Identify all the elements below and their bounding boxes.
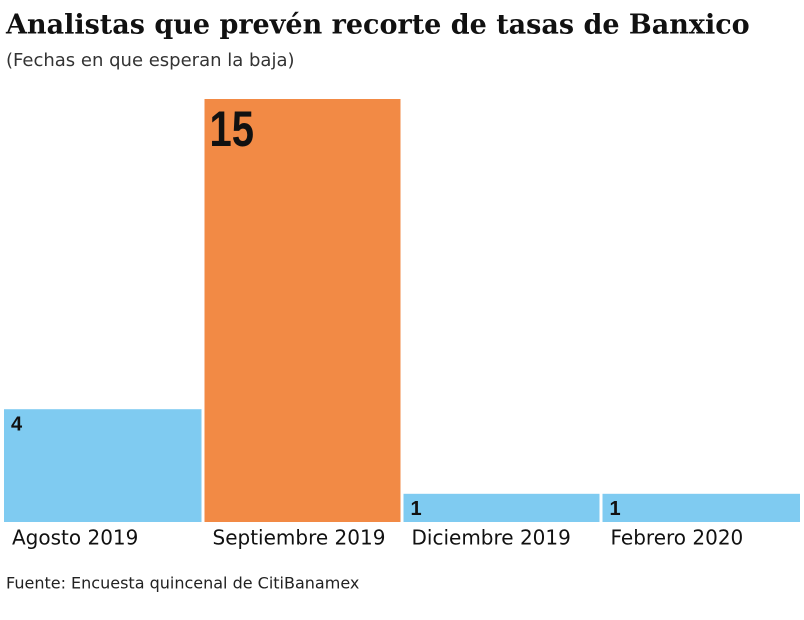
bar [204, 99, 401, 522]
value-label: 1 [610, 498, 621, 520]
x-tick-label: Agosto 2019 [12, 526, 138, 550]
chart-subtitle: (Fechas en que esperan la baja) [6, 50, 295, 71]
value-label: 4 [11, 413, 23, 435]
value-label: 15 [210, 101, 254, 157]
bar [602, 493, 800, 522]
x-tick-label: Febrero 2020 [611, 526, 744, 550]
bar [403, 493, 600, 522]
value-label: 1 [411, 498, 422, 520]
bar [4, 409, 202, 522]
source: Fuente: Encuesta quincenal de CitiBaname… [6, 574, 359, 593]
chart-title: Analistas que prevén recorte de tasas de… [5, 10, 750, 41]
x-tick-label: Diciembre 2019 [412, 526, 571, 550]
x-tick-label: Septiembre 2019 [213, 526, 386, 550]
